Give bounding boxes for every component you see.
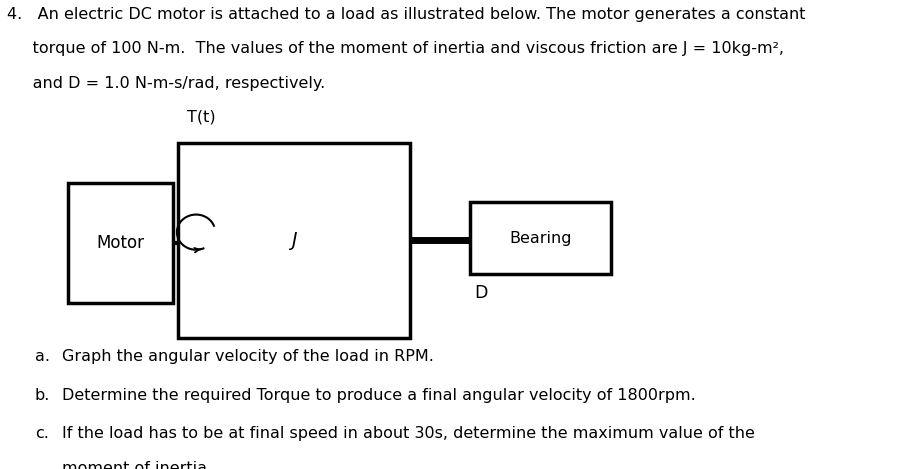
Text: Motor: Motor bbox=[97, 234, 145, 252]
Bar bbox=[178, 143, 410, 338]
Text: If the load has to be at final speed in about 30s, determine the maximum value o: If the load has to be at final speed in … bbox=[62, 426, 754, 441]
Bar bbox=[469, 202, 610, 274]
Text: b.: b. bbox=[35, 388, 50, 403]
Text: c.: c. bbox=[35, 426, 48, 441]
Text: 4.   An electric DC motor is attached to a load as illustrated below. The motor : 4. An electric DC motor is attached to a… bbox=[7, 7, 805, 22]
Text: a.: a. bbox=[35, 349, 49, 364]
Text: T(t): T(t) bbox=[187, 109, 215, 124]
Text: Determine the required Torque to produce a final angular velocity of 1800rpm.: Determine the required Torque to produce… bbox=[62, 388, 695, 403]
Text: moment of inertia.: moment of inertia. bbox=[62, 461, 212, 469]
Text: and D = 1.0 N-m-s/rad, respectively.: and D = 1.0 N-m-s/rad, respectively. bbox=[7, 76, 325, 91]
Text: Graph the angular velocity of the load in RPM.: Graph the angular velocity of the load i… bbox=[62, 349, 434, 364]
Text: J: J bbox=[291, 231, 297, 250]
Text: D: D bbox=[474, 284, 487, 302]
Text: Bearing: Bearing bbox=[508, 231, 571, 245]
Text: torque of 100 N-m.  The values of the moment of inertia and viscous friction are: torque of 100 N-m. The values of the mom… bbox=[7, 41, 783, 56]
Bar bbox=[68, 183, 173, 303]
